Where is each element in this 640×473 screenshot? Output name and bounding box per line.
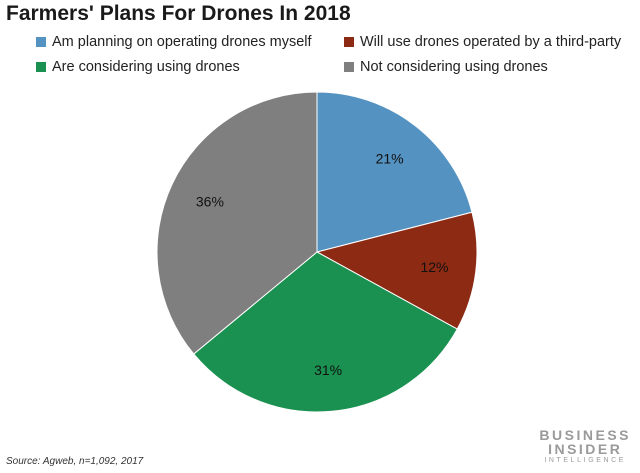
legend-item-not-considering: Not considering using drones (344, 59, 548, 75)
pie-labels: 21% 12% 31% 36% (196, 150, 449, 378)
pie-label-not-considering: 36% (196, 194, 224, 210)
legend-swatch-third-party (344, 37, 354, 47)
legend: Am planning on operating drones myself W… (0, 0, 640, 90)
pie-slice-third-party (315, 211, 478, 330)
pie-label-planning: 21% (376, 150, 404, 166)
pie-slice-planning (316, 91, 473, 253)
legend-item-planning: Am planning on operating drones myself (36, 34, 312, 50)
brand-logo: BUSINESS INSIDER INTELLIGENCE (539, 428, 631, 466)
chart-title: Farmers' Plans For Drones In 2018 (6, 2, 351, 25)
legend-label-not-considering: Not considering using drones (360, 59, 548, 75)
pie-slice-considering (193, 251, 458, 413)
pie-label-considering: 31% (314, 362, 342, 378)
legend-swatch-not-considering (344, 62, 354, 72)
brand-line-business: BUSINESS (539, 427, 631, 443)
brand-line-insider: INSIDER (548, 441, 623, 457)
legend-label-third-party: Will use drones operated by a third-part… (360, 34, 622, 50)
legend-swatch-planning (36, 37, 46, 47)
brand-line-intelligence: INTELLIGENCE (544, 457, 627, 464)
source-note: Source: Agweb, n=1,092, 2017 (6, 456, 144, 467)
pie-slice-not-considering (156, 91, 318, 355)
pie-slices (156, 91, 478, 413)
legend-swatch-considering (36, 62, 46, 72)
legend-label-planning: Am planning on operating drones myself (52, 34, 312, 50)
pie-label-third-party: 12% (420, 259, 448, 275)
legend-item-considering: Are considering using drones (36, 59, 240, 75)
legend-item-third-party: Will use drones operated by a third-part… (344, 34, 621, 50)
legend-label-considering: Are considering using drones (52, 59, 240, 75)
